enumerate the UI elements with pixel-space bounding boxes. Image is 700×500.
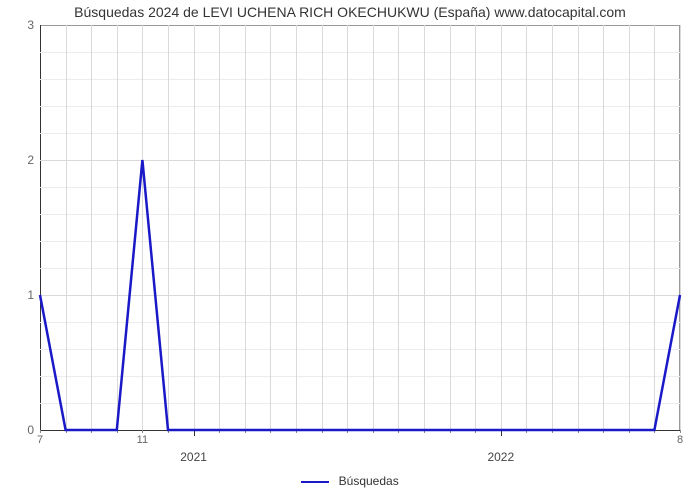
x-tick-label: 8 xyxy=(677,434,683,446)
x-tick-label: 7 xyxy=(37,434,43,446)
line-series xyxy=(40,25,680,430)
x-tick xyxy=(40,430,41,433)
y-tick-label: 0 xyxy=(27,423,34,437)
legend-swatch xyxy=(301,481,329,483)
x-tick xyxy=(680,430,681,433)
y-tick-label: 2 xyxy=(27,153,34,167)
x-year-label: 2022 xyxy=(487,450,514,464)
legend-label: Búsquedas xyxy=(339,474,399,488)
y-tick-label: 1 xyxy=(27,288,34,302)
x-tick xyxy=(142,430,143,433)
x-tick-label: 11 xyxy=(137,434,148,446)
y-tick-label: 3 xyxy=(27,18,34,32)
legend: Búsquedas xyxy=(0,474,700,488)
grid-v xyxy=(680,25,681,430)
x-year-label: 2021 xyxy=(180,450,207,464)
chart-title: Búsquedas 2024 de LEVI UCHENA RICH OKECH… xyxy=(0,4,700,20)
